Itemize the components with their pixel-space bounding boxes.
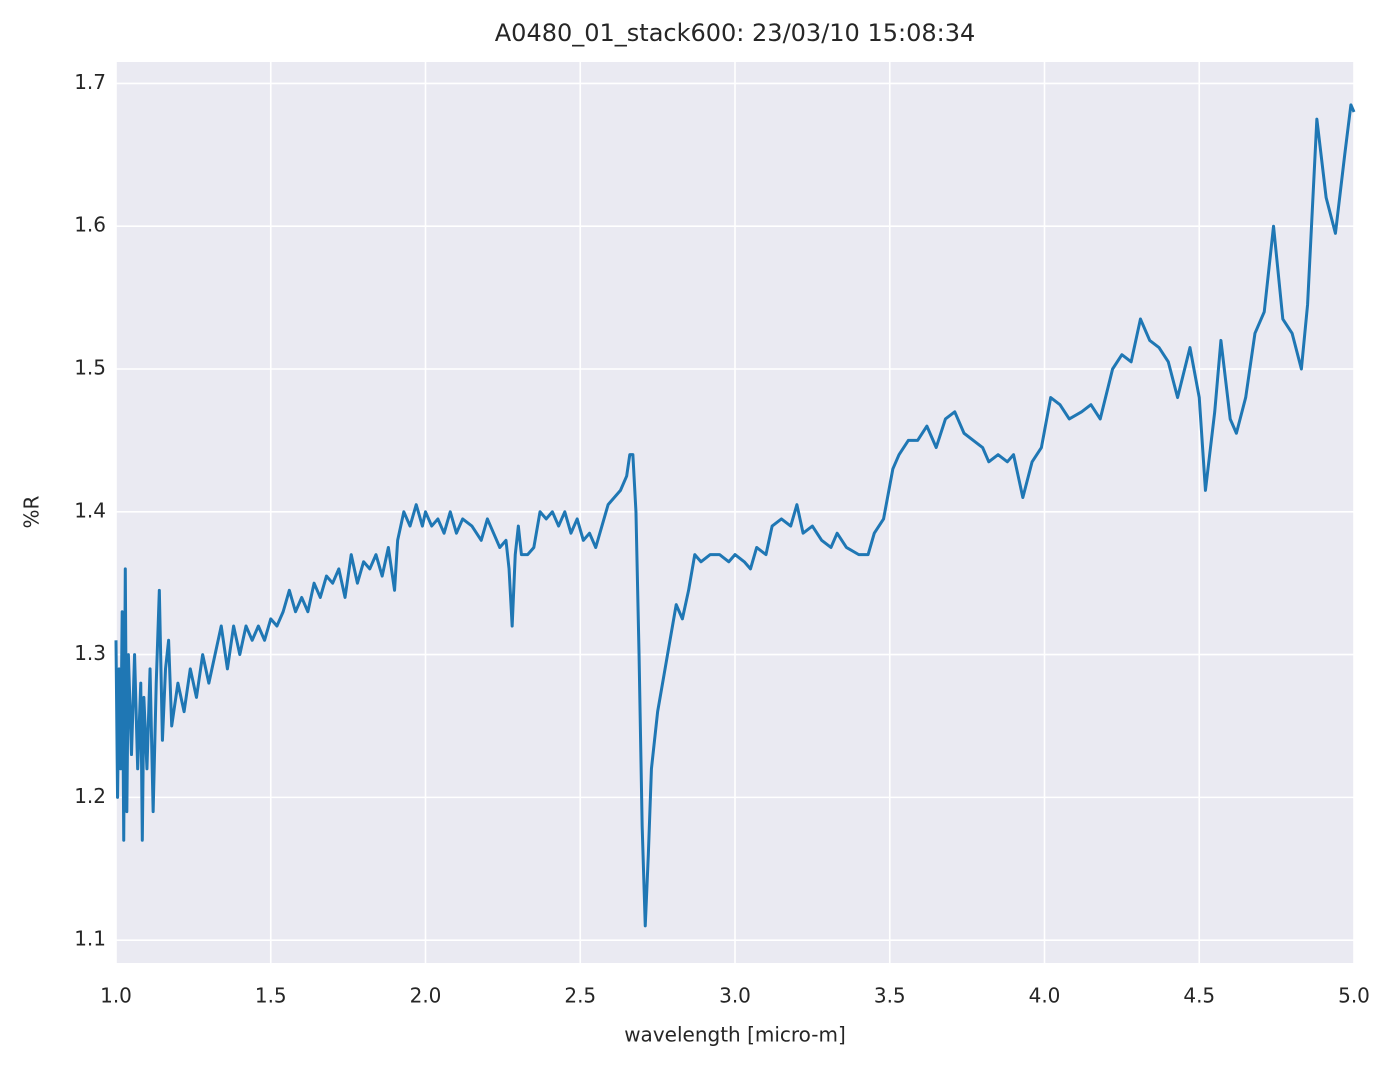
- y-tick-label: 1.5: [74, 355, 106, 379]
- y-axis-label: %R: [20, 495, 44, 528]
- x-tick-label: 3.5: [874, 984, 906, 1008]
- x-axis-label: wavelength [micro-m]: [624, 1023, 846, 1047]
- x-tick-label: 4.0: [1029, 984, 1061, 1008]
- data-line: [114, 103, 1356, 928]
- y-tick-label: 1.4: [74, 498, 106, 522]
- x-tick-label: 5.0: [1338, 984, 1370, 1008]
- chart-title: A0480_01_stack600: 23/03/10 15:08:34: [495, 19, 975, 47]
- y-tick-label: 1.7: [74, 70, 106, 94]
- x-tick-label: 2.5: [564, 984, 596, 1008]
- x-tick-label: 1.0: [100, 984, 132, 1008]
- y-tick-label: 1.3: [74, 641, 106, 665]
- y-tick-label: 1.6: [74, 213, 106, 237]
- y-tick-label: 1.1: [74, 927, 106, 951]
- x-tick-label: 3.0: [719, 984, 751, 1008]
- x-tick-label: 2.0: [410, 984, 442, 1008]
- x-tick-label: 1.5: [255, 984, 287, 1008]
- y-tick-label: 1.2: [74, 784, 106, 808]
- x-tick-label: 4.5: [1183, 984, 1215, 1008]
